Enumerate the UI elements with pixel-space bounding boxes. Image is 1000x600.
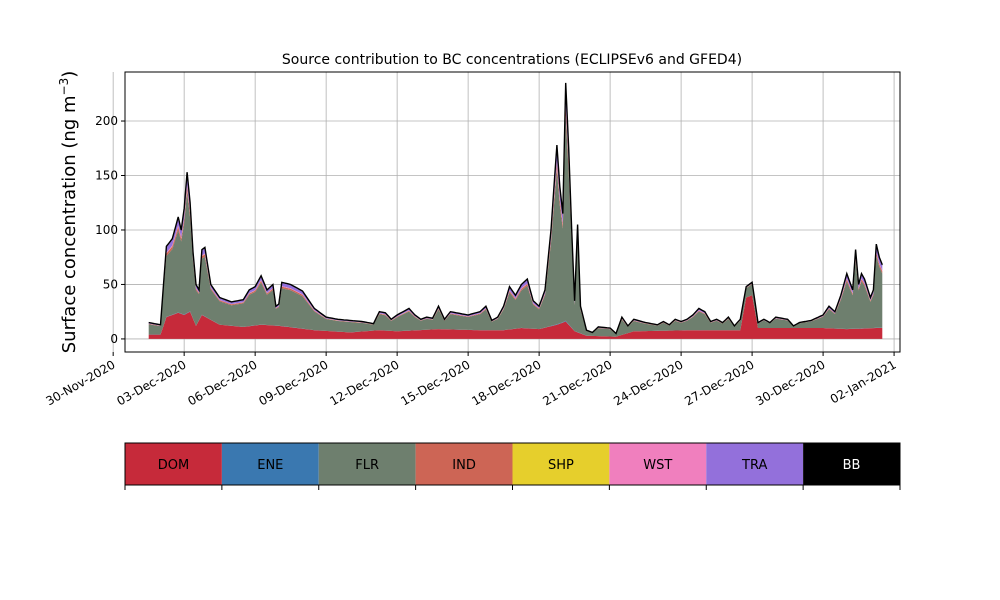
y-axis-ticks: 0 50 100 150 200 — [95, 114, 125, 346]
area-dom — [148, 295, 883, 339]
legend-label-dom: DOM — [158, 458, 189, 473]
legend-swatch-shp — [512, 443, 610, 485]
legend-swatch-flr — [318, 443, 416, 485]
legend-swatch-tra — [706, 443, 804, 485]
x-tick-label: 30-Dec-2020 — [753, 357, 827, 408]
legend-label-tra: TRA — [741, 458, 767, 473]
legend-label-bb: BB — [843, 458, 861, 473]
area-series — [148, 82, 883, 339]
y-tick-label: 100 — [95, 223, 118, 237]
x-tick-label: 09-Dec-2020 — [256, 357, 330, 408]
chart-title: Source contribution to BC concentrations… — [282, 52, 742, 68]
legend-swatch-ene — [221, 443, 319, 485]
total-line — [148, 82, 883, 335]
y-tick-label: 200 — [95, 114, 118, 128]
x-tick-label: 30-Nov-2020 — [43, 357, 117, 408]
x-tick-label: 15-Dec-2020 — [398, 357, 472, 408]
y-tick-label: 0 — [110, 332, 118, 346]
legend-swatch-wst — [609, 443, 707, 485]
y-axis-label-sup: −3 — [57, 78, 71, 96]
x-tick-label: 18-Dec-2020 — [469, 357, 543, 408]
x-tick-label: 27-Dec-2020 — [682, 357, 756, 408]
legend: DOM ENE FLR IND SHP WST TRA BB — [124, 442, 901, 490]
x-tick-label: 24-Dec-2020 — [611, 357, 685, 408]
legend-swatch-ind — [415, 443, 513, 485]
y-tick-label: 150 — [95, 169, 118, 183]
legend-label-flr: FLR — [355, 458, 379, 473]
grid-lines — [112, 72, 900, 352]
x-tick-label: 21-Dec-2020 — [540, 357, 614, 408]
plot-frame — [124, 71, 901, 353]
area-flr — [148, 115, 883, 337]
legend-label-ene: ENE — [257, 458, 283, 473]
legend-swatch-bb — [803, 443, 900, 485]
x-tick-label: 12-Dec-2020 — [327, 357, 401, 408]
x-tick-label: 06-Dec-2020 — [185, 357, 259, 408]
y-tick-label: 50 — [103, 277, 118, 291]
legend-label-wst: WST — [643, 458, 672, 473]
x-tick-label: 02-Jan-2021 — [828, 357, 899, 406]
legend-label-shp: SHP — [548, 458, 574, 473]
x-tick-label: 03-Dec-2020 — [114, 357, 188, 408]
legend-swatch-dom — [125, 443, 222, 485]
y-axis-label: Surface concentration (ng m−3) — [57, 71, 80, 354]
y-axis-label-close: ) — [59, 71, 80, 78]
legend-label-ind: IND — [452, 458, 476, 473]
x-axis-ticks: 30-Nov-202003-Dec-202006-Dec-202009-Dec-… — [43, 352, 899, 408]
